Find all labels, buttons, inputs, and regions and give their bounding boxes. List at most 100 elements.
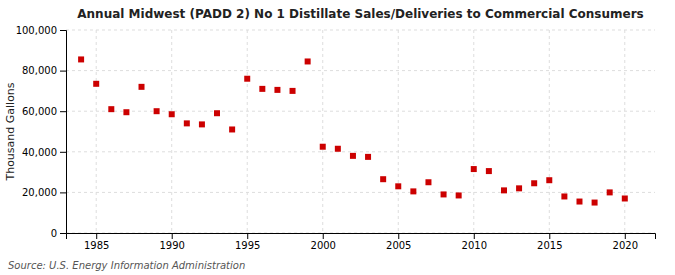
point	[259, 86, 265, 92]
tick-label: 2005	[386, 240, 411, 251]
grid-line	[549, 30, 550, 233]
point	[395, 183, 401, 189]
point	[501, 187, 507, 193]
tick: 100,000	[16, 25, 66, 36]
grid-line	[322, 30, 323, 233]
tick: 60,000	[22, 106, 66, 117]
point	[335, 146, 341, 152]
point	[576, 199, 582, 205]
tick-mark	[549, 233, 550, 239]
point	[561, 193, 567, 199]
point	[199, 121, 205, 127]
point	[607, 189, 613, 195]
tick-mark	[60, 233, 66, 234]
tick-mark	[60, 111, 66, 112]
tick-label: 1995	[235, 240, 260, 251]
grid-line	[96, 30, 97, 233]
chart: 1985 1990 1995 2000 2005 2010 2015 2020 0 20,000 4…	[0, 0, 675, 275]
tick: 2000	[311, 233, 336, 251]
point	[410, 188, 416, 194]
tick: 1990	[159, 233, 184, 251]
tick-mark	[398, 233, 399, 239]
point	[471, 166, 477, 172]
point	[516, 185, 522, 191]
tick: 2015	[537, 233, 562, 251]
grid-line	[247, 30, 248, 233]
tick-mark	[247, 233, 248, 239]
point	[531, 180, 537, 186]
tick: 1995	[235, 233, 260, 251]
tick: 2005	[386, 233, 411, 251]
tick-label: 2010	[462, 240, 487, 251]
y-axis-title: Thousand Gallons	[4, 82, 17, 181]
tick: 2020	[613, 233, 638, 251]
x-axis: 1985 1990 1995 2000 2005 2010 2015 2020	[67, 233, 656, 251]
point	[229, 126, 235, 132]
tick-mark	[323, 233, 324, 239]
point	[305, 58, 311, 64]
points	[78, 56, 628, 205]
tick-label: 80,000	[22, 65, 57, 76]
tick-mark	[60, 30, 66, 31]
tick: 40,000	[22, 147, 66, 158]
point	[93, 81, 99, 87]
tick-mark	[96, 233, 97, 239]
point	[456, 192, 462, 198]
point	[78, 56, 84, 62]
grid-line	[398, 30, 399, 233]
tick-mark	[172, 233, 173, 239]
point	[139, 84, 145, 90]
annotation: Source: U.S. Energy Information Administ…	[8, 260, 245, 271]
point	[320, 144, 326, 150]
tick-label: 40,000	[22, 147, 57, 158]
tick: 20,000	[22, 187, 66, 198]
grid-line	[66, 151, 655, 152]
tick-label: 60,000	[22, 106, 57, 117]
tick-mark	[60, 192, 66, 193]
axis-line	[67, 234, 656, 240]
point	[441, 191, 447, 197]
point	[184, 120, 190, 126]
tick-mark	[60, 71, 66, 72]
point	[365, 154, 371, 160]
tick-label: 2000	[311, 240, 336, 251]
tick: 0	[51, 228, 66, 239]
tick-mark	[625, 233, 626, 239]
point	[350, 153, 356, 159]
tick: 1985	[84, 233, 109, 251]
point	[108, 106, 114, 112]
tick-label: 20,000	[22, 187, 57, 198]
tick-label: 100,000	[16, 25, 57, 36]
tick-label: 1990	[159, 240, 184, 251]
point	[380, 176, 386, 182]
y-axis: 0 20,000 40,000 60,000 80,000 100,000	[16, 25, 67, 239]
point	[274, 87, 280, 93]
grid-line	[66, 192, 655, 193]
tick: 80,000	[22, 65, 66, 76]
plot-area: 1985 1990 1995 2000 2005 2010 2015 2020 0 20,000 4…	[16, 25, 656, 251]
grid-line	[624, 30, 625, 233]
point	[154, 108, 160, 114]
tick-label: 2020	[613, 240, 638, 251]
point	[425, 179, 431, 185]
tick-mark	[474, 233, 475, 239]
title: Annual Midwest (PADD 2) No 1 Distillate …	[77, 7, 643, 21]
point	[486, 168, 492, 174]
tick-label: 1985	[84, 240, 109, 251]
tick: 2010	[462, 233, 487, 251]
axis-line	[60, 31, 67, 234]
grid-line	[171, 30, 172, 233]
tick-label: 2015	[537, 240, 562, 251]
grid-line	[473, 30, 474, 233]
grid-line	[66, 70, 655, 71]
grid	[66, 30, 655, 233]
point	[244, 76, 250, 82]
tick-mark	[60, 152, 66, 153]
point	[546, 177, 552, 183]
point	[123, 109, 129, 115]
grid-line	[66, 30, 655, 31]
tick-label: 0	[51, 228, 57, 239]
point	[622, 195, 628, 201]
point	[169, 111, 175, 117]
point	[214, 110, 220, 116]
